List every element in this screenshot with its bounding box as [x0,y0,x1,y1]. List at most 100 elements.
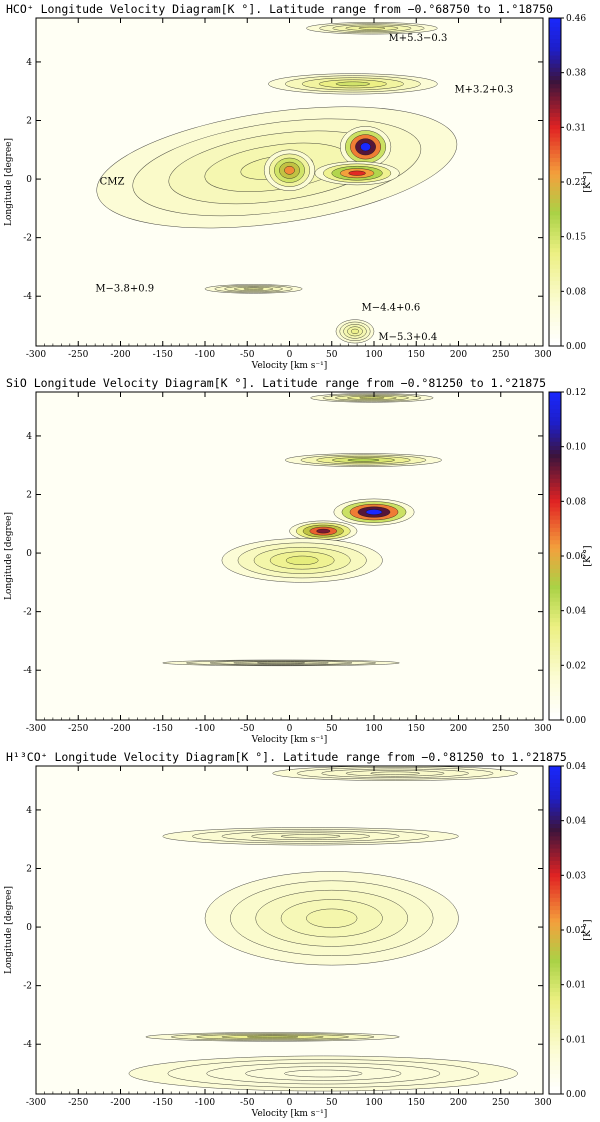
colorbar-segment [549,173,561,179]
contour-level [335,81,371,87]
colorbar-segment [549,703,561,709]
colorbar-segment [549,461,561,467]
colorbar-segment [549,856,561,861]
colorbar-segment [549,1024,561,1029]
colorbar-label: [K °] [583,171,593,192]
x-tick-label: 0 [287,1098,293,1108]
colorbar-segment [549,811,561,816]
x-tick-label: -150 [153,350,173,360]
colorbar-segment [549,995,561,1001]
colorbar-tick-label: 0.01 [566,981,586,991]
colorbar-segment [549,210,561,216]
colorbar-segment [549,441,561,446]
colorbar-segment [549,715,561,721]
colorbar-segment [549,276,561,281]
y-axis-label: Longitude [degree] [4,886,14,974]
y-tick-label: -4 [23,1040,32,1050]
colorbar-segment [549,420,561,426]
x-tick-label: -150 [153,1098,173,1108]
region-annotation: M−3.8+0.9 [95,283,154,294]
colorbar-segment [549,202,561,208]
colorbar-segment [549,815,561,820]
x-tick-label: 0 [287,724,293,734]
colorbar-segment [549,954,561,960]
colorbar-segment [549,284,561,290]
colorbar-segment [549,794,561,800]
emission-feature [128,1055,518,1092]
colorbar-segment [549,601,561,606]
chart-title: H¹³CO⁺ Longitude Velocity Diagram[K °]. … [6,750,567,764]
colorbar-segment [549,1040,561,1046]
colorbar-segment [549,50,561,56]
colorbar-segment [549,572,561,578]
colorbar-segment [549,206,561,212]
colorbar-segment [549,880,561,886]
colorbar-segment [549,658,561,664]
colorbar-segment [549,962,561,968]
colorbar-segment [549,218,561,224]
colorbar-segment [549,124,561,130]
colorbar-segment [549,223,561,228]
colorbar-segment [549,482,561,487]
colorbar-segment [549,868,561,874]
colorbar-segment [549,42,561,48]
chart-svg-h13co: -300 -250 -200 -150 -100 -50 0 50 100 150 200 250 30… [4,762,593,1119]
x-tick-label: 300 [534,350,551,360]
colorbar-segment [549,889,561,894]
colorbar-segment [549,136,561,142]
region-annotation: CMZ [100,177,125,188]
y-tick-label: 2 [26,865,32,875]
colorbar-segment [549,510,561,516]
colorbar-tick-label: 0.00 [566,716,586,726]
emission-feature [333,498,415,526]
colorbar-segment [549,400,561,405]
colorbar-segment [549,141,561,146]
colorbar-segment [549,876,561,882]
colorbar-segment [549,592,561,598]
colorbar-segment [549,251,561,257]
emission-feature [306,22,438,35]
x-tick-label: 300 [534,1098,551,1108]
x-tick-label: 200 [450,1098,467,1108]
colorbar-segment [549,227,561,232]
colorbar-segment [549,63,561,68]
colorbar-segment [549,905,561,911]
chart-title: SiO Longitude Velocity Diagram[K °]. Lat… [6,376,547,390]
contour-level [365,509,383,515]
colorbar-segment [549,1089,561,1095]
emission-feature [204,284,303,294]
colorbar-segment [549,925,561,931]
colorbar-segment [549,654,561,660]
colorbar-segment [549,884,561,890]
y-tick-label: 4 [26,806,32,816]
y-tick-label: -4 [23,666,32,676]
colorbar-tick-label: 0.01 [566,1035,586,1045]
colorbar-segment [549,296,561,302]
emission-feature [310,393,434,403]
x-tick-label: -200 [110,724,130,734]
y-axis-label: Longitude [degree] [4,512,14,600]
colorbar-segment [549,313,561,318]
contour-level [316,528,331,534]
colorbar-segment [549,100,561,105]
y-axis-label: Longitude [degree] [4,138,14,226]
colorbar-segment [549,999,561,1005]
x-tick-label: -300 [26,724,46,734]
colorbar-segment [549,942,561,947]
colorbar-segment [549,893,561,898]
colorbar-segment [549,843,561,849]
colorbar-segment [549,617,561,623]
colorbar-segment [549,506,561,512]
colorbar-segment [549,588,561,594]
colorbar-segment [549,161,561,167]
colorbar-segment [549,26,561,31]
emission-feature [339,126,392,168]
x-tick-label: 300 [534,724,551,734]
y-tick-label: -2 [23,608,32,618]
x-tick-label: -300 [26,350,46,360]
y-tick-label: 2 [26,117,32,127]
colorbar-segment [549,909,561,915]
colorbar-segment [549,300,561,306]
colorbar-segment [549,478,561,483]
x-tick-label: 150 [408,724,425,734]
